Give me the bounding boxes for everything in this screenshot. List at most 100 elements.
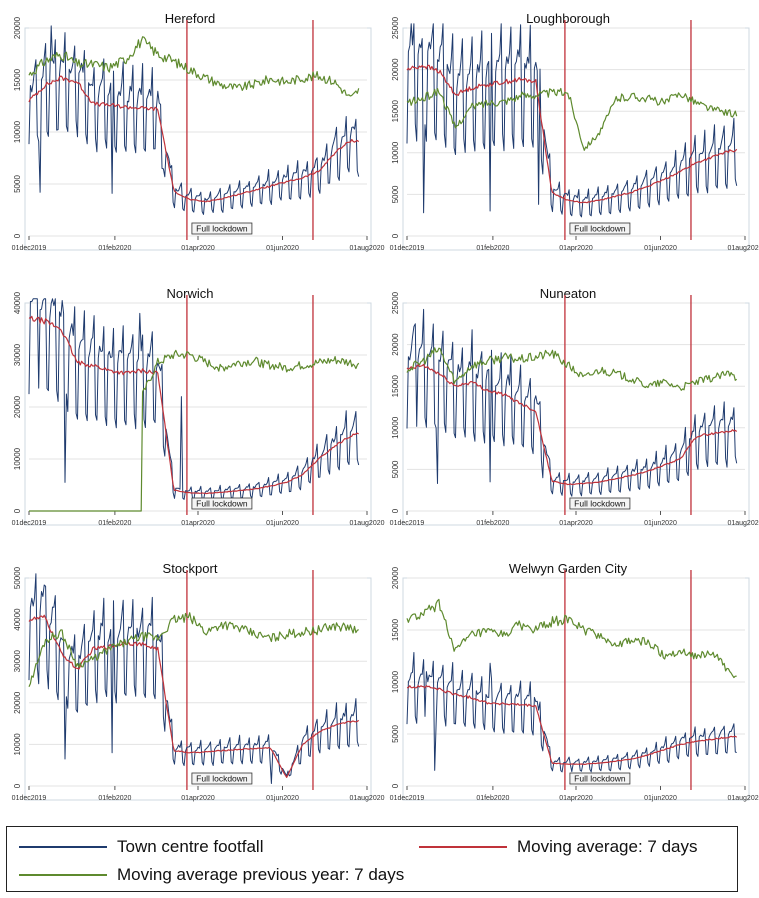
- chart-panel-5: Welwyn Garden City 0 5000 10000 15000 20000 01…: [381, 558, 759, 802]
- y-tick-label: 10000: [391, 141, 400, 164]
- y-tick-label: 5000: [391, 460, 400, 478]
- series-line-moving-avg: [28, 75, 360, 203]
- series-line-footfall: [406, 308, 738, 497]
- series-line-moving-avg: [406, 685, 738, 766]
- lockdown-annotation-box: [569, 497, 631, 510]
- y-tick-label: 40000: [13, 291, 22, 314]
- y-tick-label: 30000: [13, 650, 22, 673]
- x-tick-label: 01jun2020: [644, 245, 677, 252]
- x-tick-label: 01dec2019: [390, 520, 425, 527]
- x-tick-label: 01jun2020: [644, 520, 677, 527]
- lockdown-annotation-box: [569, 772, 631, 785]
- y-tick-label: 10000: [391, 670, 400, 693]
- legend-item-previous-year: Moving average previous year: 7 days: [19, 865, 404, 885]
- chart-title: Welwyn Garden City: [509, 561, 628, 576]
- series-line-footfall: [406, 23, 738, 218]
- x-tick-label: 01dec2019: [12, 520, 47, 527]
- x-tick-label: 01jun2020: [266, 520, 299, 527]
- legend-item-footfall: Town centre footfall: [19, 837, 263, 857]
- x-tick-label: 01apr2020: [559, 795, 593, 802]
- lockdown-annotation-box: [191, 222, 253, 235]
- x-tick-label: 01jun2020: [266, 795, 299, 802]
- chart-title: Stockport: [163, 561, 218, 576]
- legend-swatch-moving-average: [419, 846, 507, 848]
- series-line-footfall: [406, 652, 737, 773]
- y-tick-label: 5000: [13, 175, 22, 193]
- x-tick-label: 01aug2020: [349, 795, 384, 802]
- plot-frame: [24, 577, 372, 801]
- chart-title: Hereford: [165, 11, 216, 26]
- x-tick-label: 01jun2020: [266, 245, 299, 252]
- plot-frame: [402, 27, 750, 251]
- legend-label-previous-year: Moving average previous year: 7 days: [117, 865, 405, 884]
- y-tick-label: 5000: [391, 185, 400, 203]
- legend-swatch-previous-year: [19, 874, 107, 876]
- x-tick-label: 01apr2020: [559, 520, 593, 527]
- x-tick-label: 01dec2019: [390, 245, 425, 252]
- chart-title: Loughborough: [526, 11, 610, 26]
- series-line-moving-avg: [406, 363, 738, 486]
- series-line-prev-year: [406, 347, 738, 391]
- plot-frame: [402, 302, 750, 526]
- series-line-footfall: [28, 573, 360, 784]
- y-tick-label: 15000: [391, 375, 400, 398]
- series-line-moving-avg: [28, 614, 360, 779]
- y-tick-label: 10000: [13, 447, 22, 470]
- x-tick-label: 01feb2020: [98, 520, 131, 527]
- y-tick-label: 10000: [391, 416, 400, 439]
- lockdown-annotation: Full lockdown: [196, 224, 248, 234]
- y-tick-label: 10000: [13, 120, 22, 143]
- x-tick-label: 01aug2020: [727, 795, 759, 802]
- chart-panel-0: Hereford 0 5000 10000 15000 20000 01dec2019 01f…: [3, 8, 385, 252]
- x-tick-label: 01apr2020: [181, 245, 215, 252]
- legend-label-footfall: Town centre footfall: [117, 837, 264, 856]
- chart-panel-4: Stockport 0 10000 20000 30000 40000 50000 01dec…: [3, 558, 385, 802]
- x-tick-label: 01jun2020: [644, 795, 677, 802]
- series-line-prev-year: [406, 598, 737, 679]
- x-tick-label: 01aug2020: [727, 520, 759, 527]
- chart-title-bg: [381, 558, 755, 578]
- x-tick-label: 01apr2020: [181, 795, 215, 802]
- lockdown-annotation: Full lockdown: [574, 224, 626, 234]
- y-tick-label: 25000: [391, 16, 400, 39]
- legend-item-moving-average: Moving average: 7 days: [419, 837, 698, 857]
- y-tick-label: 50000: [13, 566, 22, 589]
- chart-panel-1: Loughborough 0 5000 10000 15000 20000 25000 01d…: [381, 8, 759, 252]
- y-tick-label: 20000: [391, 566, 400, 589]
- x-tick-label: 01feb2020: [476, 795, 509, 802]
- y-tick-label: 5000: [391, 725, 400, 743]
- lockdown-annotation: Full lockdown: [574, 774, 626, 784]
- y-tick-label: 15000: [13, 68, 22, 91]
- plot-frame: [24, 302, 372, 526]
- y-tick-label: 20000: [13, 16, 22, 39]
- x-tick-label: 01dec2019: [12, 795, 47, 802]
- x-tick-label: 01feb2020: [98, 795, 131, 802]
- y-tick-label: 20000: [391, 58, 400, 81]
- series-line-prev-year: [28, 36, 360, 97]
- series-line-prev-year: [28, 612, 359, 688]
- x-tick-label: 01aug2020: [349, 245, 384, 252]
- x-tick-label: 01feb2020: [98, 245, 131, 252]
- x-tick-label: 01feb2020: [476, 520, 509, 527]
- x-tick-label: 01feb2020: [476, 245, 509, 252]
- legend-swatch-footfall: [19, 846, 107, 848]
- chart-title-bg: [3, 8, 377, 28]
- chart-grid: Hereford 0 5000 10000 15000 20000 01dec2019 01f…: [3, 8, 759, 802]
- y-tick-label: 20000: [13, 691, 22, 714]
- x-tick-label: 01apr2020: [181, 520, 215, 527]
- chart-title-bg: [3, 558, 377, 578]
- series-line-moving-avg: [406, 64, 738, 204]
- y-tick-label: 25000: [391, 291, 400, 314]
- legend: Town centre footfall Moving average: 7 d…: [6, 826, 738, 892]
- x-tick-label: 01aug2020: [349, 520, 384, 527]
- chart-title: Nuneaton: [540, 286, 596, 301]
- chart-title-bg: [3, 283, 377, 303]
- y-tick-label: 0: [391, 508, 400, 513]
- x-tick-label: 01aug2020: [727, 245, 759, 252]
- y-tick-label: 20000: [13, 395, 22, 418]
- series-line-moving-avg: [28, 315, 359, 495]
- chart-title-bg: [381, 8, 755, 28]
- plot-frame: [402, 577, 750, 801]
- lockdown-annotation-box: [191, 497, 253, 510]
